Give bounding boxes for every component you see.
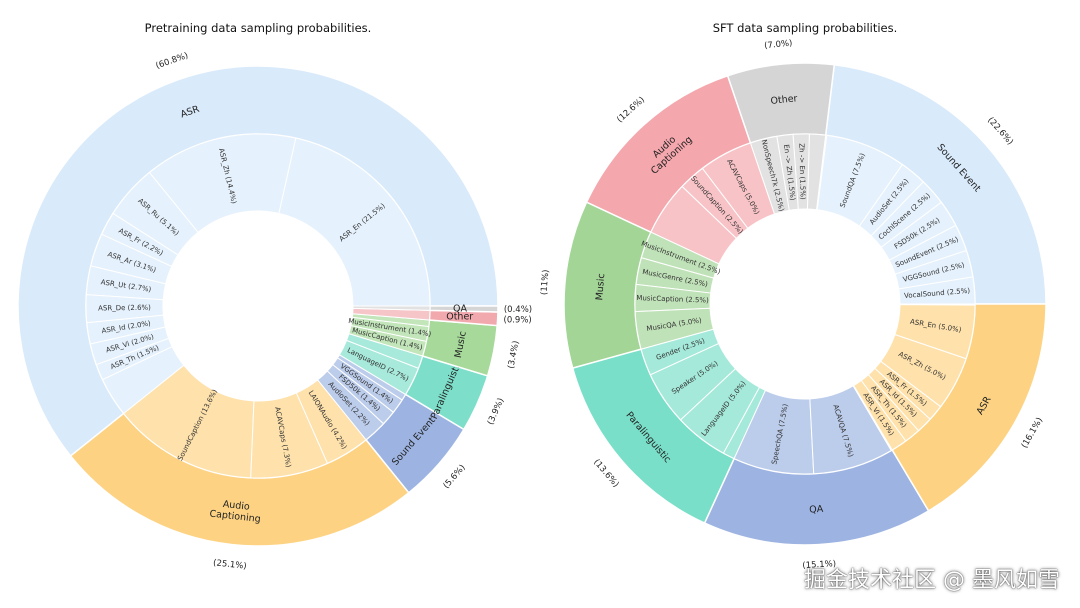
outer-pct-other: (7.0%) [764, 38, 793, 51]
inner-wedge-asr-en [894, 304, 976, 360]
outer-pct-asr: (60.8%) [155, 51, 190, 72]
chart-title: SFT data sampling probabilities. [713, 21, 898, 35]
outer-pct-music: (3.4%) [506, 340, 521, 370]
outer-label-other: Other [770, 93, 798, 107]
watermark-text: 掘金技术社区 @ 墨风如雪 [804, 568, 1060, 593]
chart-title: Pretraining data sampling probabilities. [145, 21, 372, 35]
outer-pct-qa: (0.4%) [504, 305, 532, 315]
pretraining-sunburst-chart: Pretraining data sampling probabilities.… [17, 21, 532, 572]
outer-label-music: Music [594, 273, 607, 301]
sft-sunburst-chart: SFT data sampling probabilities.Sound Ev… [539, 21, 1047, 571]
outer-pct-sound-event: (5.6%) [442, 463, 468, 491]
outer-pct-music: (11%) [539, 269, 551, 295]
outer-label-qa: QA [809, 503, 824, 515]
inner-wedge-asr-en [278, 137, 431, 307]
outer-pct-qa: (15.1%) [802, 559, 836, 571]
outer-pct-audio-captioning: (12.6%) [615, 95, 647, 125]
inner-wedge-minor [352, 305, 431, 311]
outer-pct-sound-event: (22.6%) [985, 115, 1015, 147]
outer-pct-paralinguistic: (13.6%) [591, 457, 620, 489]
outer-pct-other: (0.9%) [504, 315, 532, 325]
outer-label-music: Music [452, 330, 468, 359]
outer-pct-audio-captioning: (25.1%) [213, 558, 248, 572]
outer-label-qa: QA [453, 303, 467, 314]
outer-pct-asr: (16.1%) [1020, 416, 1045, 450]
outer-label-other: Other [446, 311, 473, 322]
outer-pct-paralinguistic: (3.9%) [486, 397, 507, 427]
inner-label-asr-de: ASR_De (2.6%) [98, 304, 151, 313]
inner-label-musiccaption: MusicCaption (2.5%) [636, 294, 709, 305]
inner-label-zh-en: Zh -> En (1.5%) [797, 143, 806, 200]
